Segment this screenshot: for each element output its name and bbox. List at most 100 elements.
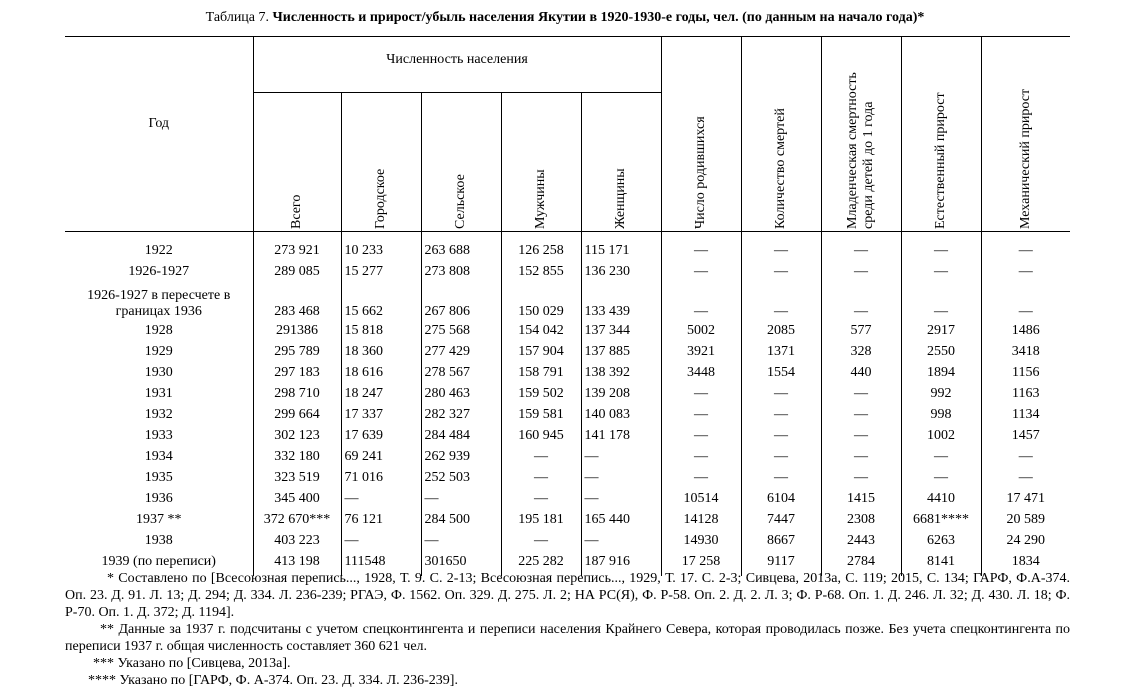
value-cell: 1371 <box>740 341 822 362</box>
value-cell: 17 258 <box>660 551 742 576</box>
column-header-text: Естественный прирост <box>933 92 949 229</box>
value-cell: 284 500 <box>420 509 501 530</box>
value-cell: 6681**** <box>900 509 982 530</box>
value-cell: 159 502 <box>500 383 581 404</box>
value-cell: — <box>900 231 982 261</box>
value-cell: 252 503 <box>420 467 501 488</box>
value-cell: 283 468 <box>252 282 341 320</box>
value-cell: 1156 <box>980 362 1071 383</box>
value-cell: 157 904 <box>500 341 581 362</box>
column-header: Женщины <box>580 92 662 233</box>
value-cell: 301650 <box>420 551 501 576</box>
value-cell: 273 808 <box>420 261 501 282</box>
value-cell: — <box>740 231 822 261</box>
value-cell: 165 440 <box>580 509 662 530</box>
caption-label: Таблица 7. <box>205 10 270 25</box>
value-cell: — <box>980 446 1071 467</box>
value-cell: 20 589 <box>980 509 1071 530</box>
value-cell: 298 710 <box>252 383 341 404</box>
year-cell: 1932 <box>144 406 173 422</box>
value-cell: 76 121 <box>340 509 421 530</box>
year-cell: 1938 <box>144 532 173 548</box>
footnote: **** Указано по [ГАРФ, Ф. А-374. Оп. 23.… <box>88 673 458 688</box>
column-header-text: Мужчины <box>533 169 548 229</box>
value-cell: 14930 <box>660 530 742 551</box>
value-cell: 150 029 <box>500 282 581 320</box>
column-header-text: Сельское <box>453 174 468 229</box>
value-cell: 992 <box>900 383 982 404</box>
value-cell: — <box>820 425 902 446</box>
table-row: 1935 323 519 71 016 252 503— — — — — — — <box>65 467 1071 488</box>
header-row: Всего Городское Сельское Мужчины Женщины <box>65 92 1070 233</box>
value-cell: 1415 <box>820 488 902 509</box>
value-cell: 3921 <box>660 341 742 362</box>
value-cell: 289 085 <box>252 261 341 282</box>
column-header: Всего <box>252 92 341 233</box>
value-cell: 2550 <box>900 341 982 362</box>
value-cell: 3418 <box>980 341 1071 362</box>
value-cell: 263 688 <box>420 231 501 261</box>
footnote: ** Данные за 1937 г. подсчитаны с учетом… <box>65 622 1070 654</box>
value-cell: — <box>420 530 501 551</box>
value-cell: — <box>740 446 822 467</box>
column-header: Городское <box>340 92 421 233</box>
value-cell: 1834 <box>980 551 1071 576</box>
year-cell: 1935 <box>144 469 173 485</box>
value-cell: 1163 <box>980 383 1071 404</box>
value-cell: 1002 <box>900 425 982 446</box>
value-cell: 1457 <box>980 425 1071 446</box>
value-cell: 17 337 <box>340 404 421 425</box>
year-cell: 1928 <box>144 322 173 338</box>
value-cell: 291386 <box>252 320 341 341</box>
value-cell: — <box>660 231 742 261</box>
table-row: 1926-1927 289 085 15 277 273 808 152 855 136 … <box>65 261 1071 282</box>
value-cell: 1554 <box>740 362 822 383</box>
value-cell: — <box>980 467 1071 488</box>
column-header: Число родившихся <box>660 36 742 232</box>
value-cell: 71 016 <box>340 467 421 488</box>
value-cell: — <box>500 467 581 488</box>
value-cell: 10514 <box>660 488 742 509</box>
group-header: Численность населения <box>252 36 662 93</box>
column-header: Естественный прирост <box>900 36 982 232</box>
value-cell: 332 180 <box>252 446 341 467</box>
value-cell: 18 247 <box>340 383 421 404</box>
column-header-text: Младенческая смертность среди детей до 1… <box>845 72 877 229</box>
value-cell: 282 327 <box>420 404 501 425</box>
value-cell: 133 439 <box>580 282 662 320</box>
value-cell: 413 198 <box>252 551 341 576</box>
value-cell: 18 616 <box>340 362 421 383</box>
value-cell: — <box>660 282 742 320</box>
value-cell: 158 791 <box>500 362 581 383</box>
year-header: Год <box>65 36 253 232</box>
value-cell: 6104 <box>740 488 822 509</box>
table-row: 1928 291386 15 818 275 568 154 042 137 344 500… <box>65 320 1071 341</box>
year-cell: 1936 <box>144 490 173 506</box>
value-cell: — <box>580 467 662 488</box>
header-row: Год Численность населения Число родившихся… <box>65 36 1071 232</box>
value-cell: 15 277 <box>340 261 421 282</box>
value-cell: 69 241 <box>340 446 421 467</box>
value-cell: 302 123 <box>252 425 341 446</box>
value-cell: 126 258 <box>500 231 581 261</box>
year-cell: 1933 <box>144 427 173 443</box>
value-cell: 297 183 <box>252 362 341 383</box>
value-cell: 138 392 <box>580 362 662 383</box>
table-row: 1939 (по переписи) 413 198 111548 301650 225… <box>65 551 1071 576</box>
value-cell: 277 429 <box>420 341 501 362</box>
value-cell: — <box>500 446 581 467</box>
year-cell: 1922 <box>144 242 173 258</box>
value-cell: 267 806 <box>420 282 501 320</box>
value-cell: 299 664 <box>252 404 341 425</box>
value-cell: — <box>500 530 581 551</box>
value-cell: 5002 <box>660 320 742 341</box>
column-header: Мужчины <box>500 92 581 233</box>
column-header: Младенческая смертность среди детей до 1… <box>820 36 902 232</box>
value-cell: 17 639 <box>340 425 421 446</box>
notes: * Составлено по [Всесоюзная перепись...,… <box>65 570 1070 689</box>
value-cell: — <box>660 467 742 488</box>
value-cell: — <box>660 425 742 446</box>
value-cell: 2308 <box>820 509 902 530</box>
value-cell: — <box>740 467 822 488</box>
value-cell: — <box>340 488 421 509</box>
